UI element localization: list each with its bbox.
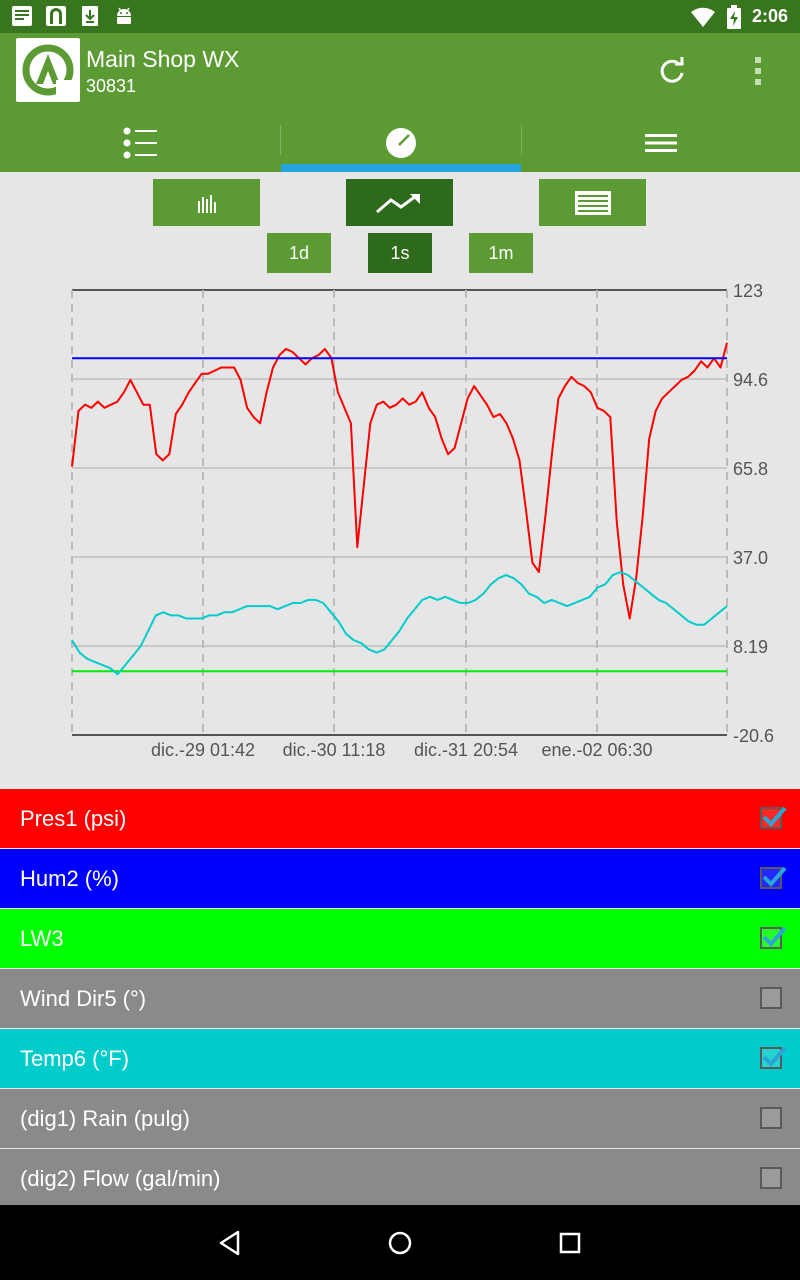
table-icon bbox=[574, 190, 611, 215]
legend-row[interactable]: LW3 bbox=[0, 909, 800, 968]
legend-row[interactable]: (dig2) Flow (gal/min) bbox=[0, 1149, 800, 1208]
news-icon bbox=[12, 6, 32, 26]
station-id: 30831 bbox=[86, 76, 137, 96]
legend-label: LW3 bbox=[20, 926, 64, 951]
refresh-icon[interactable] bbox=[656, 55, 688, 87]
list-icon bbox=[123, 127, 157, 158]
x-tick-label: dic.-31 20:54 bbox=[414, 740, 518, 760]
legend-checkbox[interactable] bbox=[760, 926, 787, 949]
tab-gauge[interactable] bbox=[281, 113, 521, 172]
y-tick-label: 94.6 bbox=[733, 370, 768, 390]
legend-label: Hum2 (%) bbox=[20, 866, 120, 891]
x-tick-label: dic.-29 01:42 bbox=[151, 740, 255, 760]
back-icon[interactable] bbox=[214, 1227, 246, 1259]
legend-row[interactable]: Temp6 (°F) bbox=[0, 1029, 800, 1088]
y-tick-label: 37.0 bbox=[733, 548, 768, 568]
gauge-icon bbox=[386, 127, 416, 158]
y-tick-label: 8.19 bbox=[733, 637, 768, 657]
x-tick-label: ene.-02 06:30 bbox=[541, 740, 652, 760]
y-tick-label: 65.8 bbox=[733, 459, 768, 479]
y-tick-label: -20.6 bbox=[733, 726, 774, 746]
tab-indicator bbox=[281, 164, 521, 172]
check-icon bbox=[762, 806, 787, 827]
android-icon bbox=[117, 7, 131, 24]
app-logo bbox=[16, 38, 80, 102]
menu-icon bbox=[645, 133, 677, 152]
tab-menu[interactable] bbox=[522, 113, 800, 172]
x-tick-label: dic.-30 11:18 bbox=[283, 740, 386, 760]
check-icon bbox=[762, 866, 787, 887]
legend-label: Temp6 (°F) bbox=[20, 1046, 130, 1071]
gallery-icon bbox=[46, 6, 66, 26]
status-bar: 2:06 bbox=[0, 0, 800, 33]
bar-view-button[interactable] bbox=[153, 179, 260, 226]
tab-divider bbox=[521, 125, 522, 155]
bar-chart-icon bbox=[197, 194, 216, 213]
legend-label: Pres1 (psi) bbox=[20, 806, 127, 831]
legend-row[interactable]: Hum2 (%) bbox=[0, 849, 800, 908]
check-icon bbox=[762, 1046, 787, 1067]
line-chart: 123 94.6 65.8 37.0 8.19 -20.6 dic.-29 01:42 dic… bbox=[71, 281, 774, 760]
chart-grid bbox=[71, 289, 728, 736]
table-view-button[interactable] bbox=[539, 179, 646, 226]
clock: 2:06 bbox=[751, 6, 788, 26]
chart-series bbox=[71, 342, 728, 676]
range-1d-button[interactable]: 1d bbox=[267, 233, 331, 273]
legend-row[interactable]: Pres1 (psi) bbox=[0, 789, 800, 848]
tab-divider bbox=[280, 125, 281, 155]
nav-bar bbox=[0, 1205, 800, 1280]
legend-label: Wind Dir5 (°) bbox=[20, 986, 147, 1011]
home-icon[interactable] bbox=[384, 1227, 416, 1259]
legend-list: Pres1 (psi) Hum2 (%) LW3 Wind Dir5 (°) Temp6… bbox=[0, 789, 800, 1209]
legend-checkbox[interactable] bbox=[760, 1107, 782, 1129]
series-line bbox=[71, 571, 728, 676]
check-icon bbox=[762, 926, 787, 947]
download-icon bbox=[82, 6, 98, 26]
y-tick-label: 123 bbox=[733, 281, 763, 301]
series-line bbox=[71, 342, 728, 620]
legend-row[interactable]: (dig1) Rain (pulg) bbox=[0, 1089, 800, 1148]
logo-icon bbox=[22, 44, 74, 96]
legend-label: (dig1) Rain (pulg) bbox=[20, 1106, 190, 1131]
legend-checkbox[interactable] bbox=[760, 1167, 782, 1189]
legend-label: (dig2) Flow (gal/min) bbox=[20, 1166, 221, 1191]
legend-row[interactable]: Wind Dir5 (°) bbox=[0, 969, 800, 1028]
legend-checkbox[interactable] bbox=[760, 1046, 787, 1069]
range-1s-button[interactable]: 1s bbox=[368, 233, 432, 273]
wifi-icon bbox=[690, 7, 715, 27]
app-bar: Main Shop WX 30831 bbox=[0, 33, 800, 172]
station-title: Main Shop WX bbox=[86, 46, 240, 72]
trending-up-icon bbox=[375, 193, 420, 213]
tab-list[interactable] bbox=[0, 113, 280, 172]
battery-charging-icon bbox=[726, 4, 741, 29]
line-view-button[interactable] bbox=[346, 179, 453, 226]
legend-checkbox[interactable] bbox=[760, 806, 787, 829]
legend-checkbox[interactable] bbox=[760, 866, 787, 889]
legend-checkbox[interactable] bbox=[760, 987, 782, 1009]
more-vert-icon[interactable] bbox=[744, 53, 772, 89]
recents-icon[interactable] bbox=[554, 1227, 586, 1259]
chart-ticks: 123 94.6 65.8 37.0 8.19 -20.6 dic.-29 01:42 dic… bbox=[151, 281, 774, 760]
range-1m-button[interactable]: 1m bbox=[469, 233, 533, 273]
